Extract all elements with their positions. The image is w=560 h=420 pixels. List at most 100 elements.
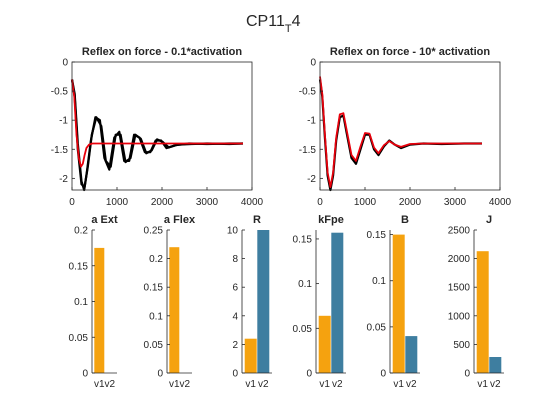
series-line-black-1 [318, 79, 482, 192]
y-tick-label: 0.1 [372, 276, 386, 287]
x-tick-label: v2 [104, 379, 115, 390]
subplot-title: a Ext [91, 214, 118, 226]
bar-v1 [244, 338, 257, 373]
series-line-black-2 [70, 79, 244, 189]
y-tick-label: 0.05 [144, 340, 164, 351]
y-tick-label: 2000 [448, 254, 471, 265]
subplot-title: B [401, 214, 409, 226]
x-tick-label: v1 [245, 379, 256, 390]
y-tick-label: -0.5 [51, 87, 69, 98]
x-tick-label: 3000 [196, 197, 219, 208]
subplot-6: kFpe v1 v2 0 0.05 0.1 0.15 [293, 214, 346, 390]
subplot-2: Reflex on force - 10* activation 0 1000 200… [299, 46, 512, 208]
bar-v1 [94, 247, 105, 373]
x-tick-label: v2 [258, 379, 269, 390]
x-tick-label: 1000 [106, 197, 129, 208]
subplot-title: R [253, 214, 261, 226]
y-tick-label: -2 [307, 174, 316, 185]
figure-title-main: CP11 [246, 13, 285, 30]
y-tick-label: 0.15 [293, 234, 313, 245]
y-tick-label: 500 [453, 340, 470, 351]
y-tick-label: 0.15 [69, 261, 89, 272]
x-tick-label: v2 [179, 379, 190, 390]
x-tick-label: v2 [406, 379, 417, 390]
y-tick-label: 0.1 [298, 279, 312, 290]
y-tick-label: -1 [59, 116, 68, 127]
x-tick-label: 0 [69, 197, 75, 208]
x-tick-label: v1 [169, 379, 180, 390]
y-tick-label: 2 [232, 340, 238, 351]
subplot-5: Rv1 v2 0 2 4 6 8 10 [227, 214, 272, 390]
x-tick-label: 0 [317, 197, 323, 208]
y-tick-label: 0 [380, 369, 386, 380]
bar-v1 [169, 247, 180, 373]
y-tick-label: 0.1 [149, 311, 163, 322]
plot-area [319, 61, 501, 191]
x-tick-label: v1 [94, 379, 105, 390]
y-tick-label: 2500 [448, 226, 471, 237]
bar-v1 [318, 315, 331, 373]
subplot-title: J [486, 214, 492, 226]
bar-v1 [476, 251, 489, 373]
x-tick-label: 1000 [354, 197, 377, 208]
subplot-title: Reflex on force - 10* activation [330, 46, 490, 58]
plot-area [71, 61, 253, 191]
y-tick-label: 0.15 [144, 283, 164, 294]
y-tick-label: 0 [82, 369, 88, 380]
y-tick-label: 0 [310, 58, 316, 69]
y-tick-label: 0.2 [74, 226, 88, 237]
subplot-8: Jv1 v2 0 500 1000 1500 2000 2500 [448, 214, 504, 390]
y-tick-label: 0 [464, 369, 470, 380]
y-tick-label: 4 [232, 311, 238, 322]
y-tick-label: 8 [232, 254, 238, 265]
y-tick-label: 6 [232, 283, 238, 294]
y-tick-label: 0.25 [144, 226, 164, 237]
subplot-7: Bv1 v2 0 0.05 0.1 0.15 [367, 214, 420, 390]
y-tick-label: 0.05 [293, 324, 313, 335]
series-line-black-1 [70, 79, 243, 192]
y-tick-label: 0 [306, 369, 312, 380]
y-tick-label: 0 [232, 369, 238, 380]
series-line-red-3 [71, 79, 243, 168]
x-tick-label: 2000 [399, 197, 422, 208]
y-tick-label: -1.5 [299, 145, 317, 156]
figure-title: CP11T4 [246, 13, 301, 35]
y-tick-label: 10 [227, 226, 239, 237]
subplot-title: kFpe [318, 214, 344, 226]
subplot-3: a Ext v1 v2 0 0.05 0.1 0.15 0.2 [69, 214, 118, 390]
figure-title-subscript: T [285, 23, 292, 35]
y-tick-label: 0.1 [74, 297, 88, 308]
bar-v2 [331, 232, 344, 373]
x-tick-label: v1 [393, 379, 404, 390]
subplot-title: a Flex [164, 214, 196, 226]
y-tick-label: 0 [157, 369, 163, 380]
x-tick-label: 3000 [444, 197, 467, 208]
y-tick-label: 0 [62, 58, 68, 69]
x-tick-label: 2000 [151, 197, 174, 208]
y-tick-label: 0.2 [149, 254, 163, 265]
x-tick-label: v2 [490, 379, 501, 390]
x-tick-label: 4000 [241, 197, 264, 208]
x-tick-label: v2 [332, 379, 343, 390]
y-tick-label: 0.05 [69, 333, 89, 344]
y-tick-label: -1 [307, 116, 316, 127]
bar-v2 [489, 357, 502, 373]
y-tick-label: 0.05 [367, 322, 387, 333]
y-tick-label: -1.5 [51, 145, 69, 156]
bar-v2 [405, 336, 418, 373]
y-tick-label: 1500 [448, 283, 471, 294]
subplot-title: Reflex on force - 0.1*activation [82, 46, 242, 58]
subplot-4: a Flex v1 v2 0 0.05 0.1 0.15 0.2 0.25 [144, 214, 196, 390]
bar-v1 [392, 234, 405, 373]
subplot-1: Reflex on force - 0.1*activation 0 1000 200… [51, 46, 264, 208]
x-tick-label: 4000 [489, 197, 512, 208]
figure-title-tail: 4 [292, 13, 301, 30]
bar-v2 [257, 230, 270, 373]
y-tick-label: -0.5 [299, 87, 317, 98]
x-tick-label: v1 [319, 379, 330, 390]
y-tick-label: -2 [59, 174, 68, 185]
x-tick-label: v1 [477, 379, 488, 390]
y-tick-label: 1000 [448, 311, 471, 322]
y-tick-label: 0.15 [367, 230, 387, 241]
